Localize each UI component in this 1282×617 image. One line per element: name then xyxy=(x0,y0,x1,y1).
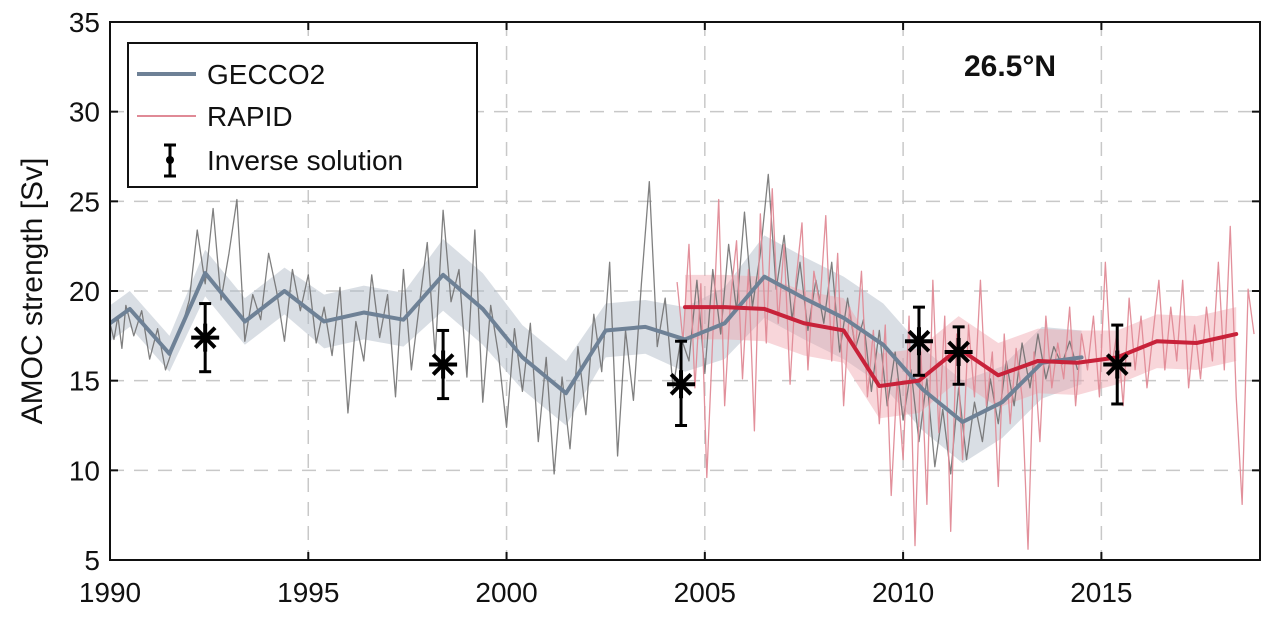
legend: GECCO2 RAPID Inverse solution xyxy=(127,42,478,188)
x-tick-label: 1995 xyxy=(277,577,339,608)
legend-swatch-inverse-solution xyxy=(164,143,176,178)
asterisk-stroke xyxy=(431,353,455,376)
legend-label-rapid: RAPID xyxy=(207,101,293,132)
monthly-line-1 xyxy=(676,188,1255,550)
y-axis-ticks: 5 10 15 20 25 30 35 xyxy=(69,7,1260,576)
x-tick-label: 2005 xyxy=(674,577,736,608)
inverse-solution-marker xyxy=(429,328,458,401)
legend-label-gecco2: GECCO2 xyxy=(207,59,325,90)
asterisk-stroke xyxy=(1105,353,1129,376)
inverse-solution-marker xyxy=(904,305,933,377)
x-tick-label: 2000 xyxy=(475,577,537,608)
x-tick-label: 2015 xyxy=(1070,577,1132,608)
asterisk-stroke xyxy=(669,372,693,396)
y-tick-label: 30 xyxy=(69,97,100,128)
inverse-solution-markers xyxy=(191,302,1132,427)
inverse-solution-marker xyxy=(944,325,973,386)
y-tick-label: 5 xyxy=(84,545,100,576)
y-tick-label: 10 xyxy=(69,455,100,486)
asterisk-stroke xyxy=(947,340,970,364)
grid xyxy=(110,22,1260,560)
asterisk-stroke xyxy=(907,329,931,353)
y-tick-label: 35 xyxy=(69,7,100,38)
latitude-annotation: 26.5°N xyxy=(964,50,1056,83)
y-axis-label: AMOC strength [Sv] xyxy=(16,158,49,425)
asterisk-stroke xyxy=(193,326,217,349)
x-axis-ticks: 1990 1995 2000 2005 2010 2015 xyxy=(79,22,1133,608)
inverse-solution-marker xyxy=(1103,323,1132,406)
inverse-solution-marker xyxy=(667,339,696,427)
x-tick-label: 2010 xyxy=(872,577,934,608)
x-tick-label: 1990 xyxy=(79,577,141,608)
y-tick-label: 25 xyxy=(69,186,100,217)
legend-label-inverse-solution: Inverse solution xyxy=(207,145,403,176)
y-tick-label: 20 xyxy=(69,276,100,307)
y-tick-label: 15 xyxy=(69,366,100,397)
inverse-solution-marker xyxy=(191,302,220,374)
